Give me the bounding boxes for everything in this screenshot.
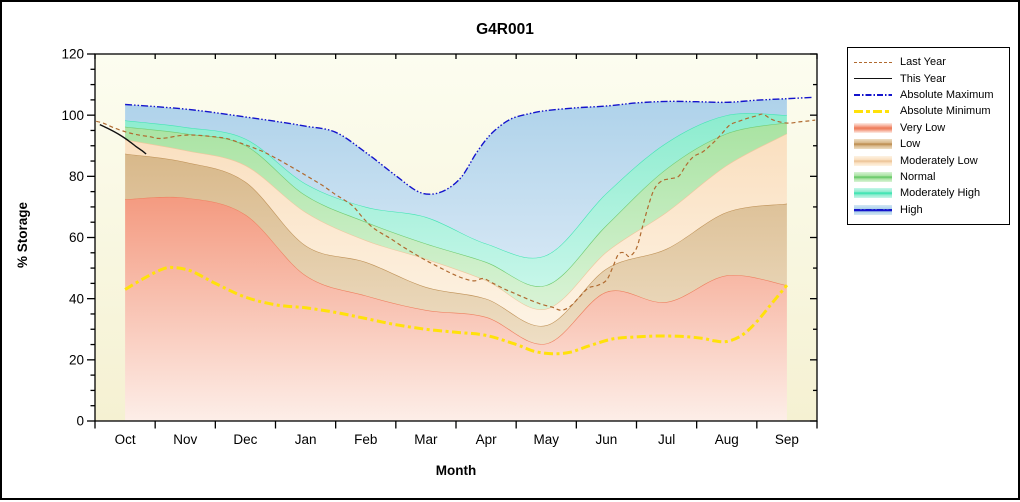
x-tick-label: Mar bbox=[414, 432, 438, 447]
band-low bbox=[125, 153, 787, 345]
legend-item-last-year: Last Year bbox=[854, 54, 1009, 70]
x-tick-label: Apr bbox=[476, 432, 498, 447]
last-year-line bbox=[96, 113, 816, 311]
this-year-line bbox=[99, 123, 147, 155]
x-tick-label: Nov bbox=[173, 432, 197, 447]
x-axis-label: Month bbox=[436, 463, 476, 478]
legend-item-label: Absolute Minimum bbox=[900, 105, 991, 118]
legend-item-low: Low bbox=[854, 136, 1009, 152]
legend-item-label: Absolute Maximum bbox=[900, 88, 994, 101]
band-very_low bbox=[125, 196, 787, 421]
legend-item-moderately-low: Moderately Low bbox=[854, 152, 1009, 168]
legend-item-label: Moderately Low bbox=[900, 154, 978, 167]
band-moderately_low bbox=[125, 133, 787, 326]
y-tick-label: 40 bbox=[69, 291, 84, 306]
legend-band-swatch bbox=[854, 171, 892, 182]
legend-item-label: Low bbox=[900, 138, 921, 151]
legend-item-label: Normal bbox=[900, 170, 936, 183]
x-tick-label: Sep bbox=[775, 432, 799, 447]
x-tick-label: May bbox=[533, 432, 559, 447]
legend-line-sample bbox=[854, 61, 892, 63]
band-normal bbox=[125, 122, 787, 310]
y-tick-label: 120 bbox=[61, 47, 84, 62]
band-high bbox=[125, 98, 787, 258]
legend-item-label: Last Year bbox=[900, 56, 946, 69]
legend-item-normal: Normal bbox=[854, 169, 1009, 185]
legend-item-label: This Year bbox=[900, 72, 946, 85]
y-tick-label: 60 bbox=[69, 230, 84, 245]
absolute-minimum-line bbox=[124, 265, 789, 356]
y-tick-label: 80 bbox=[69, 169, 84, 184]
legend-line-sample bbox=[854, 109, 892, 114]
absolute-maximum-line bbox=[125, 96, 813, 195]
legend-item-moderately-high: Moderately High bbox=[854, 185, 1009, 201]
band-normal-top-line bbox=[125, 121, 788, 287]
y-tick-label: 0 bbox=[76, 414, 84, 429]
legend-band-swatch bbox=[854, 122, 892, 133]
legend-item-label: Moderately High bbox=[900, 187, 981, 200]
series-layer bbox=[96, 96, 816, 356]
x-tick-label: Oct bbox=[115, 432, 136, 447]
legend-item-absolute-maximum: Absolute Maximum bbox=[854, 87, 1009, 103]
axes-layer bbox=[87, 53, 818, 429]
x-tick-label: Jan bbox=[295, 432, 317, 447]
plot-border bbox=[94, 53, 818, 422]
legend-item-very-low: Very Low bbox=[854, 120, 1009, 136]
legend-item-this-year: This Year bbox=[854, 70, 1009, 86]
legend-line-sample bbox=[854, 93, 892, 96]
legend-item-label: Very Low bbox=[900, 121, 946, 134]
legend-band-swatch bbox=[854, 188, 892, 199]
band-moderately_high bbox=[125, 113, 787, 287]
absolute-maximum-overlay-dash bbox=[854, 208, 892, 211]
legend-band-swatch bbox=[854, 139, 892, 150]
y-tick-label: 20 bbox=[69, 353, 84, 368]
chart-title: G4R001 bbox=[476, 21, 534, 38]
y-tick-label: 100 bbox=[61, 108, 84, 123]
legend-band-swatch bbox=[854, 204, 892, 215]
x-tick-label: Aug bbox=[715, 432, 739, 447]
legend-item-high: High bbox=[854, 202, 1009, 218]
x-tick-label: Jun bbox=[596, 432, 618, 447]
legend-line-sample bbox=[854, 78, 892, 80]
legend-item-label: High bbox=[900, 203, 923, 216]
y-axis-label: % Storage bbox=[15, 202, 30, 269]
x-tick-label: Jul bbox=[658, 432, 675, 447]
x-tick-label: Dec bbox=[233, 432, 257, 447]
bands-layer bbox=[124, 98, 788, 421]
legend-band-swatch bbox=[854, 155, 892, 166]
chart-legend: Last Year This Year Absolute Maximum Absolu… bbox=[847, 47, 1010, 225]
legend-item-absolute-minimum: Absolute Minimum bbox=[854, 103, 1009, 119]
x-tick-label: Feb bbox=[354, 432, 377, 447]
